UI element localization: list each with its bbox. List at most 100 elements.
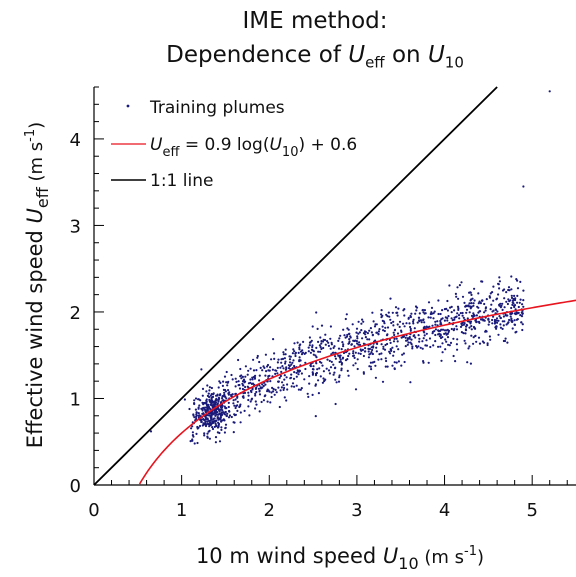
scatter-point [463,301,466,304]
scatter-point [373,360,376,363]
scatter-point [280,386,283,389]
scatter-point [241,375,244,378]
scatter-point [193,416,196,419]
scatter-point [496,310,499,313]
scatter-point [308,344,311,347]
scatter-point [404,336,407,339]
scatter-point [459,312,462,315]
scatter-point [501,320,504,323]
scatter-point [299,350,303,353]
scatter-point [414,305,418,308]
scatter-point [396,323,399,326]
scatter-point [487,318,490,321]
scatter-point [317,350,320,353]
scatter-point [300,387,303,390]
scatter-point [432,344,435,347]
scatter-point [272,387,275,391]
scatter-point [433,330,436,333]
scatter-point [264,394,267,397]
y-tick-label: 0 [70,476,81,497]
scatter-point [291,352,294,355]
scatter-point [197,398,200,401]
scatter-point [207,392,210,395]
scatter-point [484,309,487,312]
scatter-point [205,406,208,409]
scatter-point [272,390,275,393]
scatter-point [403,325,406,328]
scatter-point [384,326,387,329]
scatter-point [434,328,437,331]
scatter-point [496,321,499,324]
scatter-point [314,383,317,386]
y-axis-label: Effective wind speed Ueff (m s-1) [23,122,52,448]
scatter-point [254,374,257,377]
scatter-point [511,320,514,323]
scatter-point [394,306,398,309]
scatter-point [352,350,355,353]
scatter-point [207,403,210,406]
scatter-point [503,288,506,291]
scatter-point [470,328,473,331]
scatter-point [418,312,421,315]
scatter-point [373,325,377,328]
scatter-point [193,399,196,402]
scatter-point [407,341,410,344]
scatter-point [274,388,277,391]
scatter-point [344,359,348,362]
scatter-point [378,328,381,331]
scatter-point [390,321,393,325]
scatter-point [506,341,509,344]
scatter-point [219,381,222,384]
scatter-point [204,406,207,409]
scatter-point [239,411,242,414]
scatter-point [441,328,445,331]
scatter-point [310,348,314,351]
scatter-point [256,354,259,358]
scatter-point [508,318,511,322]
scatter-point [396,340,399,343]
scatter-point [372,345,375,348]
scatter-point [396,314,399,317]
scatter-point [489,308,492,311]
scatter-point [481,299,484,302]
scatter-point [501,302,504,305]
scatter-point [261,383,264,386]
scatter-point [319,346,322,349]
scatter-point [244,365,247,368]
scatter-point [409,381,412,384]
scatter-point [267,369,270,372]
scatter-point [349,335,352,338]
scatter-point [304,361,307,364]
scatter-point [495,317,499,320]
scatter-point [413,334,416,337]
scatter-point [295,371,298,374]
scatter-point [461,314,464,317]
scatter-point [480,318,483,321]
scatter-point [380,316,383,319]
scatter-point [520,321,523,324]
scatter-point [462,323,465,326]
scatter-point [516,301,519,304]
scatter-point [283,378,286,381]
scatter-point [239,421,242,424]
scatter-point [518,301,521,304]
scatter-point [402,352,405,355]
scatter-point [466,324,469,327]
scatter-point [215,397,218,400]
scatter-point [210,413,213,416]
scatter-point [296,369,299,372]
scatter-point [220,406,224,409]
scatter-point [295,384,298,387]
scatter-point [515,318,519,321]
scatter-point [236,409,239,412]
scatter-point [236,400,239,403]
scatter-point [201,394,204,397]
scatter-point [427,316,430,319]
scatter-point [333,345,336,348]
scatter-point [312,353,315,356]
scatter-point [218,380,221,383]
scatter-point [391,346,394,349]
scatter-point [223,393,226,396]
scatter-point [280,370,283,373]
scatter-point [384,343,387,347]
